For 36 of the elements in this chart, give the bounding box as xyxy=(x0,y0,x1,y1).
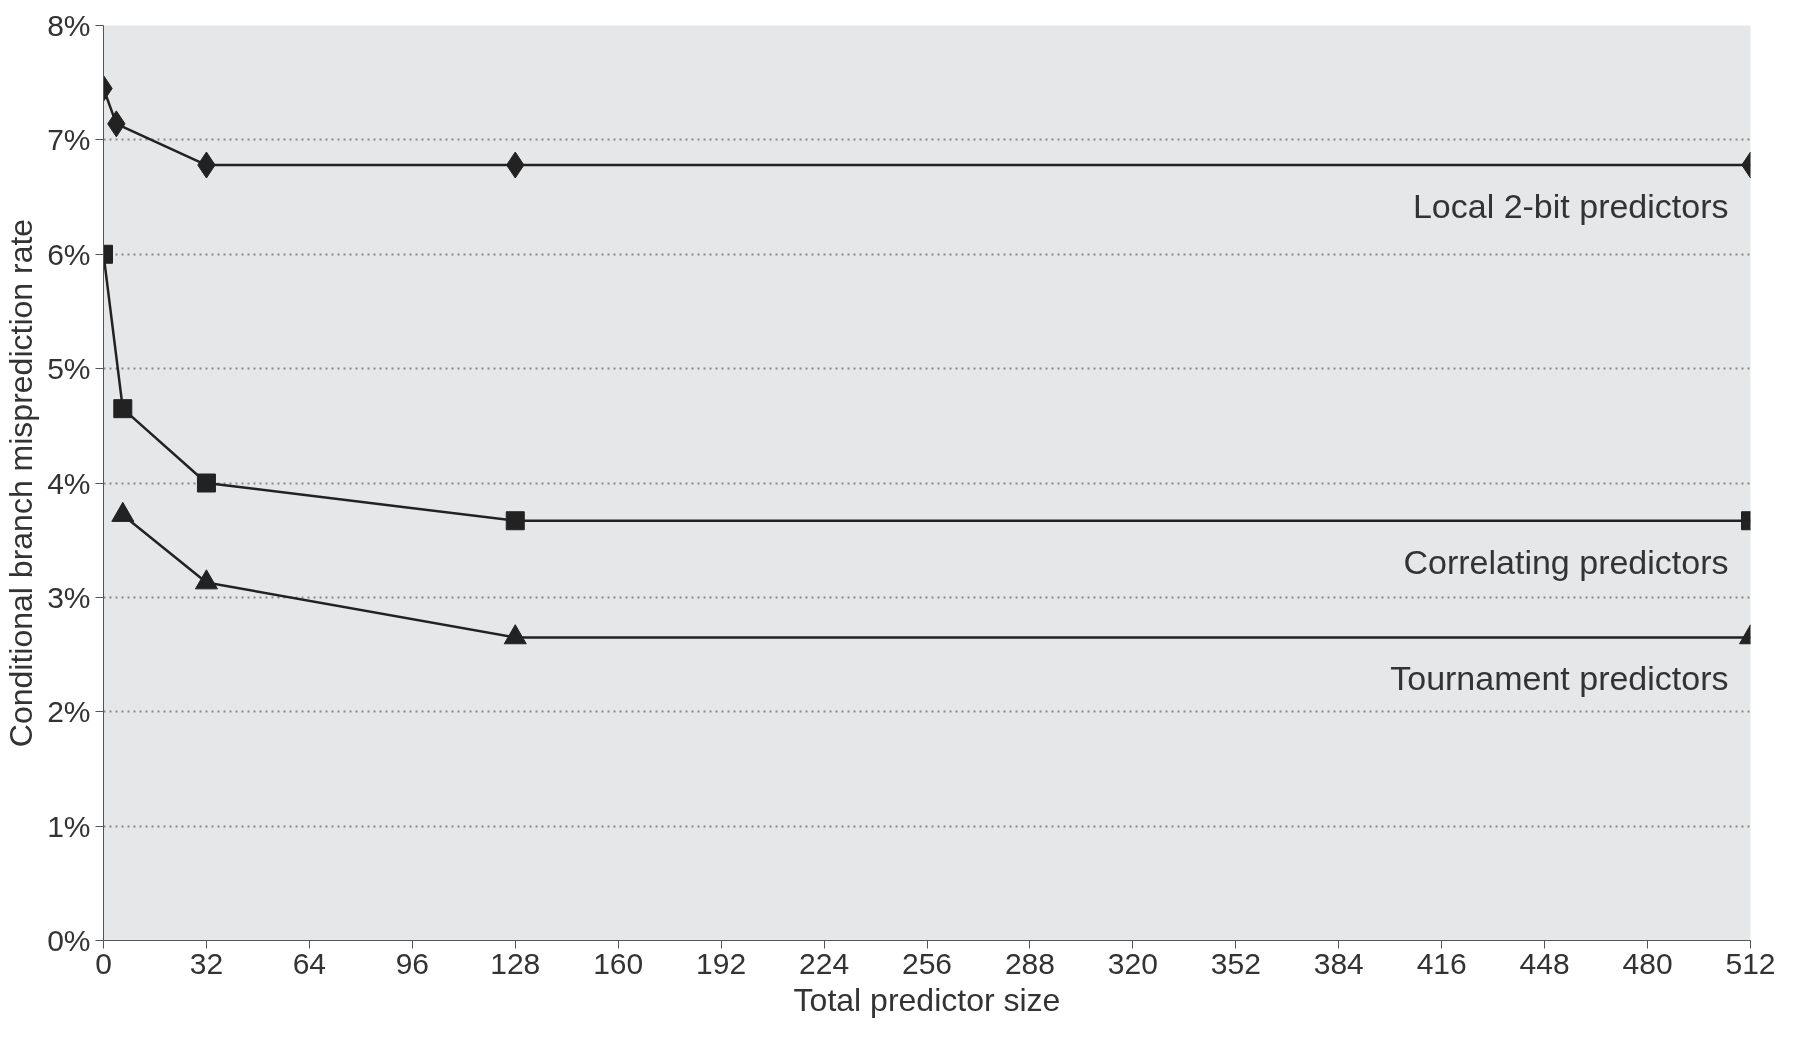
y-tick-label: 3% xyxy=(47,580,91,614)
x-tick-label: 448 xyxy=(1519,946,1570,980)
point xyxy=(113,399,133,419)
x-tick-label: 480 xyxy=(1622,946,1673,980)
series-label: Local 2-bit predictors xyxy=(1412,187,1729,226)
x-tick-label: 352 xyxy=(1210,946,1261,980)
y-tick-label: 6% xyxy=(47,237,91,271)
series-label: Tournament predictors xyxy=(1390,659,1729,698)
x-tick-label: 192 xyxy=(696,946,747,980)
x-tick-label: 224 xyxy=(799,946,850,980)
x-tick-label: 288 xyxy=(1004,946,1055,980)
x-tick-label: 32 xyxy=(189,946,224,980)
y-tick-label: 4% xyxy=(47,466,91,500)
y-tick-label: 1% xyxy=(47,809,91,843)
y-tick-label: 7% xyxy=(47,123,91,157)
x-tick-label: 416 xyxy=(1416,946,1467,980)
y-axis-title: Conditional branch misprediction rate xyxy=(3,218,40,748)
x-tick-label: 0 xyxy=(95,946,112,980)
point xyxy=(194,569,218,590)
point xyxy=(196,473,216,493)
point xyxy=(503,624,527,645)
x-tick-label: 512 xyxy=(1725,946,1776,980)
y-tick-label: 0% xyxy=(47,924,91,957)
x-tick-label: 128 xyxy=(490,946,541,980)
x-axis-title: Total predictor size xyxy=(793,981,1061,1018)
x-tick-label: 320 xyxy=(1107,946,1158,980)
x-tick-label: 384 xyxy=(1313,946,1364,980)
x-tick-label: 64 xyxy=(292,946,327,980)
y-tick-label: 8% xyxy=(47,9,91,42)
series-label: Correlating predictors xyxy=(1403,542,1729,581)
y-tick-label: 2% xyxy=(47,695,91,729)
point xyxy=(111,501,135,522)
x-tick-label: 160 xyxy=(593,946,644,980)
x-tick-label: 96 xyxy=(395,946,429,980)
y-tick-label: 5% xyxy=(47,352,91,386)
x-tick-label: 256 xyxy=(901,946,953,980)
